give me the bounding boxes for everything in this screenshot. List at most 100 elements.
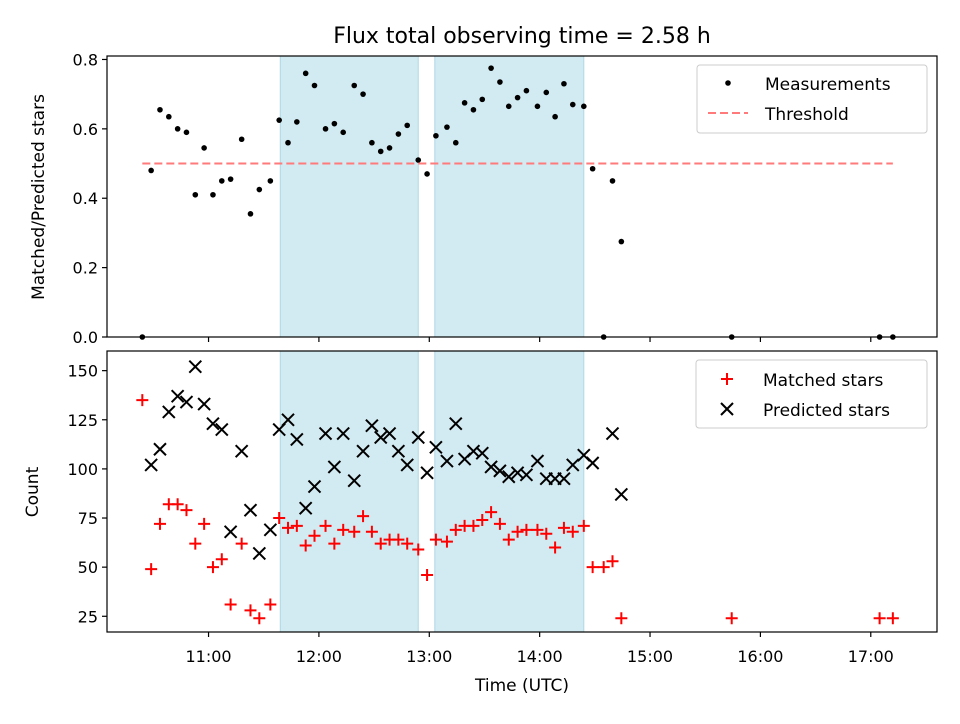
matched-star-point [467,519,480,532]
matched-star-point [136,394,149,407]
count-panel: 25 50 75 100 125 150 11:00 12:00 13:00 14:00 15:00… [67,350,938,666]
measurement-point [488,65,494,71]
predicted-star-point [420,466,434,480]
matched-star-point [531,523,544,536]
matched-star-point [253,612,266,625]
axes-frame [106,350,938,633]
measurement-point [424,171,430,177]
measurement-point [581,103,587,110]
matched-star-point [224,598,237,611]
predicted-star-point [382,426,397,441]
measurement-point [444,124,450,130]
predicted-star-point [557,472,571,486]
matched-star-point [597,561,610,574]
measurement-point [218,178,225,184]
matched-star-point [615,612,628,625]
measurement-point [461,100,468,106]
y-tick-label: 0.6 [73,120,98,139]
measurement-point [589,165,596,172]
x-tick-label: 15:00 [627,647,673,666]
measurement-point [415,157,422,163]
legend-predicted-label: Predicted stars [763,401,890,421]
matched-star-point [485,506,498,519]
matched-star-point [392,533,405,546]
measurement-point [569,101,576,108]
matched-star-point [502,533,515,546]
y-tick-label: 0.0 [73,328,98,347]
predicted-star-point [585,456,600,470]
matched-star-point [566,525,579,538]
matched-star-point [540,527,553,540]
measurement-point [523,87,530,94]
matched-star-point [401,537,414,550]
measurement-point [210,191,216,198]
observing-span [279,350,419,633]
predicted-star-point [188,360,203,374]
predicted-star-point [307,479,322,494]
observing-span [434,350,585,633]
matched-star-point [357,510,370,523]
matched-star-point [412,543,425,556]
x-axis-label: Time (UTC) [474,676,569,696]
x-tick-label: 16:00 [737,647,783,666]
legend-top-frame [696,64,928,134]
predicted-star-point [234,444,249,458]
matched-star-point [215,553,228,566]
x-tick-label: 11:00 [185,647,231,666]
matched-star-point [374,537,387,550]
matched-star-point [328,537,341,550]
predicted-star-point [493,464,507,478]
matched-star-point [549,541,562,554]
measurement-point [369,139,375,146]
observing-span [279,55,419,338]
measurement-point [331,120,338,127]
matched-star-point [299,539,312,552]
measurement-point [377,148,384,155]
predicted-star-point [365,418,379,433]
predicted-star-point [440,454,454,468]
matched-star-point [264,598,277,611]
measurement-point [543,89,550,96]
measurement-point [276,117,282,123]
matched-star-point [421,569,434,582]
predicted-star-point [162,405,176,419]
predicted-star-point [530,454,545,468]
y-tick-label: 0.4 [73,189,98,208]
predicted-star-point [223,525,238,539]
measurement-point [470,106,477,113]
matched-star-point [577,519,590,532]
measurement-point [340,129,346,136]
y-tick-label: 100 [67,460,98,479]
matched-star-point [171,498,184,511]
predicted-star-point [327,460,342,474]
measurement-point [201,145,207,151]
legend-measurements-label: Measurements [765,75,891,95]
y-tick-label: 0.8 [73,50,98,69]
matched-star-point [198,517,211,530]
measurement-point [404,122,411,129]
predicted-star-point [502,470,516,484]
matched-star-point [557,521,570,534]
predicted-star-point [605,426,620,441]
matched-star-point [511,525,524,538]
measurement-point [433,132,439,139]
matched-star-point [153,517,166,530]
predicted-star-point [290,432,304,447]
matched-star-point [206,561,219,574]
matched-star-point [180,504,193,517]
matched-star-point [348,525,361,538]
axes-frame [106,55,938,338]
predicted-star-point [215,422,229,437]
matched-star-point [493,517,506,530]
predicted-star-point [206,416,220,431]
measurement-point [561,80,567,87]
legend-matched-label: Matched stars [763,371,883,391]
matched-star-point [244,604,257,617]
y-axis-label-bottom: Count [23,466,43,517]
measurement-point [183,129,190,136]
measurement-point [479,96,486,103]
predicted-star-point [519,468,534,482]
legend-threshold-label: Threshold [764,105,849,125]
measurement-point [256,186,263,193]
